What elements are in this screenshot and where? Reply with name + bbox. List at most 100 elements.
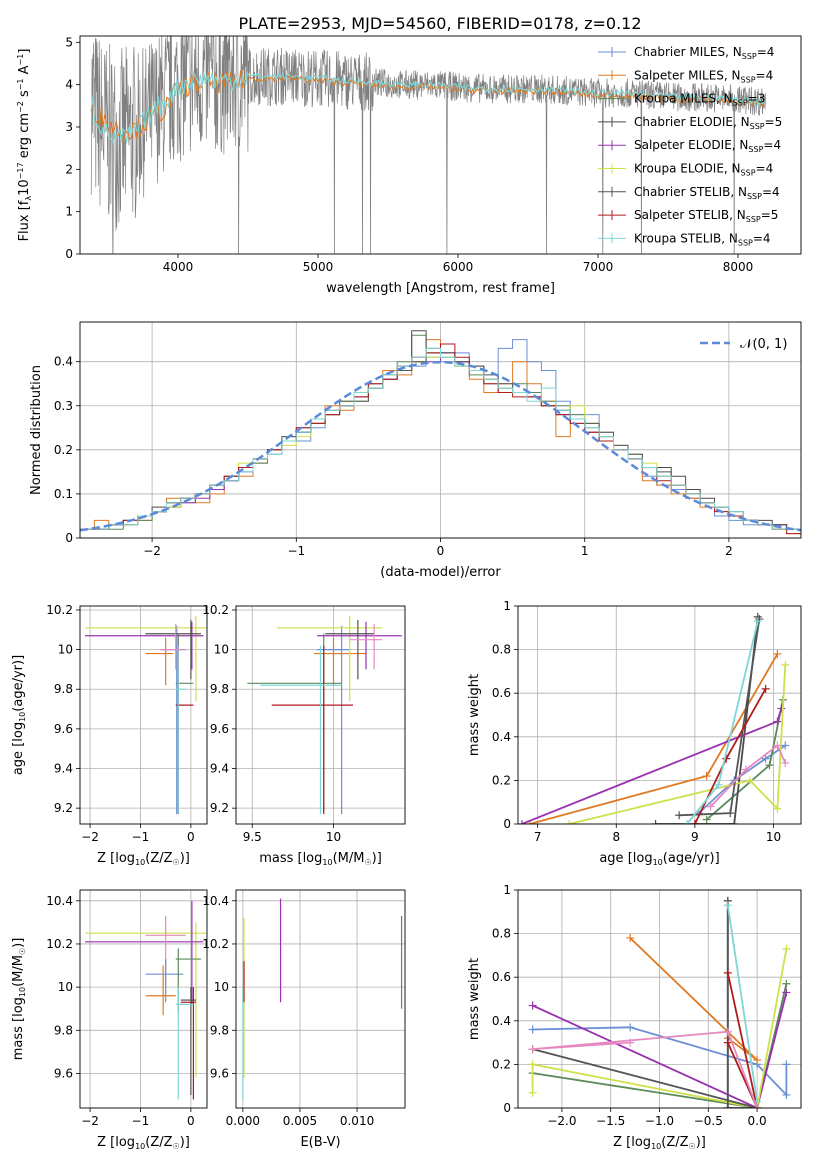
axes-frame xyxy=(79,605,208,825)
weight-marker xyxy=(626,933,635,942)
weight-line xyxy=(726,905,758,1102)
weight-marker xyxy=(781,741,790,750)
y-tick-label: 3 xyxy=(65,120,73,134)
y-tick-label: 9.4 xyxy=(54,762,73,776)
marks-mass_vs_ebv xyxy=(242,898,403,1100)
weight-marker xyxy=(706,802,715,811)
x-tick-label: −0.5 xyxy=(694,1114,723,1128)
weight-marker xyxy=(753,1104,762,1108)
weight-marker xyxy=(782,944,791,953)
weight-line xyxy=(531,948,788,1108)
weight-marker xyxy=(781,660,790,669)
y-tick-label: 0 xyxy=(65,531,73,545)
x-tick-label: 0 xyxy=(187,830,195,844)
y-axis-label: age [log10(age/yr)] xyxy=(11,655,27,775)
y-tick-label: 1 xyxy=(503,599,511,613)
weight-marker xyxy=(723,1038,732,1047)
x-tick-label: 0.010 xyxy=(340,1114,374,1128)
weight-marker xyxy=(745,776,754,785)
weight-marker xyxy=(518,820,526,824)
weight-marker xyxy=(528,1025,537,1034)
y-axis-label: Flux [fλ10−17 erg cm−2 s−1 A−1] xyxy=(16,49,33,242)
y-tick-label: 9.6 xyxy=(54,1066,73,1080)
y-tick-label: 10.2 xyxy=(46,937,73,951)
y-tick-label: 10 xyxy=(214,643,229,657)
y-tick-label: 9.2 xyxy=(210,801,229,815)
x-tick-label: 8 xyxy=(612,830,620,844)
legend-gaussian-label: 𝒩(0, 1) xyxy=(740,337,787,352)
y-tick-label: 10.2 xyxy=(202,603,229,617)
observed-spectrum-line xyxy=(90,36,767,254)
ticks-age_vs_mass: 9.5 10 9.2 9.4 9.6 9.8 10 10.2 xyxy=(202,603,341,844)
weight-line xyxy=(568,664,787,824)
weight-marker xyxy=(773,804,782,813)
weight-line xyxy=(726,972,758,1108)
y-tick-label: 2 xyxy=(65,162,73,176)
axes-weight_vs_Z: −2.0 −1.5 −1.0 −0.5 0.0 0 0.2 0.4 0.6 0.8 1 Z [log1… xyxy=(467,883,802,1151)
y-axis-label: Normed distribution xyxy=(29,365,44,495)
x-tick-label: −1 xyxy=(132,830,150,844)
weight-marker xyxy=(753,617,762,626)
y-tick-label: 9.4 xyxy=(210,762,229,776)
y-tick-label: 0.4 xyxy=(492,1014,511,1028)
weight-marker xyxy=(690,820,699,824)
y-tick-label: 0.6 xyxy=(492,970,511,984)
axes-frame xyxy=(79,35,802,255)
y-tick-label: 10 xyxy=(214,980,229,994)
x-axis-label: Z [log10(Z/Z☉)] xyxy=(97,1135,190,1151)
y-tick-label: 9.8 xyxy=(210,1023,229,1037)
weight-marker xyxy=(773,717,782,726)
weight-marker xyxy=(761,684,770,693)
weight-marker xyxy=(741,765,750,774)
ticks-age_vs_Z: −2 −1 0 9.2 9.4 9.6 9.8 10 10.2 xyxy=(46,603,194,844)
x-tick-label: 7 xyxy=(534,830,542,844)
y-tick-label: 0 xyxy=(503,817,511,831)
weight-marker xyxy=(683,820,692,824)
x-tick-label: 0 xyxy=(187,1114,195,1128)
x-axis-label: E(B-V) xyxy=(300,1135,340,1150)
x-tick-label: −1.5 xyxy=(596,1114,625,1128)
weight-marker xyxy=(565,820,574,824)
x-tick-label: 4000 xyxy=(163,260,194,274)
axes-weight_vs_age: 7 8 9 10 0 0.2 0.4 0.6 0.8 1 age [log10(age/yr)] ma… xyxy=(467,599,802,867)
weight-marker xyxy=(702,815,711,824)
weight-marker xyxy=(675,811,684,820)
ticks-spectrum: 4000 5000 6000 7000 8000 0 1 2 3 4 5 xyxy=(65,35,753,274)
weight-marker xyxy=(765,761,774,770)
y-tick-label: 0.8 xyxy=(492,927,511,941)
y-axis-label: mass [log10(M/M☉)] xyxy=(11,938,27,1061)
model-spectrum-line xyxy=(90,70,766,145)
weight-marker xyxy=(782,988,791,997)
legend-entry: Salpeter STELIB, NSSP=5 xyxy=(634,208,778,224)
legend-entry: Kroupa STELIB, NSSP=4 xyxy=(634,231,771,247)
y-tick-label: 0 xyxy=(503,1101,511,1115)
x-axis-label: wavelength [Angstrom, rest frame] xyxy=(326,281,555,296)
axes-mass_vs_Z: −2 −1 0 9.6 9.8 10 10.2 10.4 Z [log10(Z/Z☉)] mass… xyxy=(11,889,208,1151)
y-tick-label: 10 xyxy=(58,643,73,657)
x-tick-label: 0.0 xyxy=(748,1114,767,1128)
y-tick-label: 1 xyxy=(65,205,73,219)
y-tick-label: 9.2 xyxy=(54,801,73,815)
x-tick-label: 0 xyxy=(437,544,445,558)
y-tick-label: 0.4 xyxy=(54,355,73,369)
grid-mass_vs_Z xyxy=(80,890,207,1108)
ticks-weight_vs_Z: −2.0 −1.5 −1.0 −0.5 0.0 0 0.2 0.4 0.6 0.8 1 xyxy=(492,883,767,1128)
legend: Chabrier MILES, NSSP=4 Salpeter MILES, NS… xyxy=(598,45,782,247)
x-tick-label: −2 xyxy=(81,830,99,844)
y-tick-label: 9.6 xyxy=(54,722,73,736)
axes-frame xyxy=(235,889,406,1109)
marks-age_vs_Z xyxy=(85,615,206,815)
x-tick-label: 8000 xyxy=(723,260,754,274)
x-axis-label: age [log10(age/yr)] xyxy=(599,851,719,867)
weight-marker xyxy=(761,754,770,763)
weight-marker xyxy=(730,820,739,824)
gaussian-curve xyxy=(80,360,801,532)
figure-title: PLATE=2953, MJD=54560, FIBERID=0178, z=0… xyxy=(238,14,641,33)
axes-frame xyxy=(517,605,802,825)
x-axis-label: mass [log10(M/M☉)] xyxy=(259,851,382,867)
y-tick-label: 10.4 xyxy=(202,894,229,908)
weight-marker xyxy=(626,1023,635,1032)
y-tick-label: 10.2 xyxy=(46,603,73,617)
x-axis-label: Z [log10(Z/Z☉)] xyxy=(613,1135,706,1151)
legend-entry: Chabrier MILES, NSSP=4 xyxy=(634,45,774,61)
